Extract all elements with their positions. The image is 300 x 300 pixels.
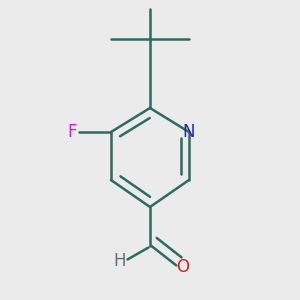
Text: O: O — [176, 258, 190, 276]
Text: H: H — [114, 252, 126, 270]
Text: F: F — [67, 123, 77, 141]
Text: N: N — [183, 123, 195, 141]
